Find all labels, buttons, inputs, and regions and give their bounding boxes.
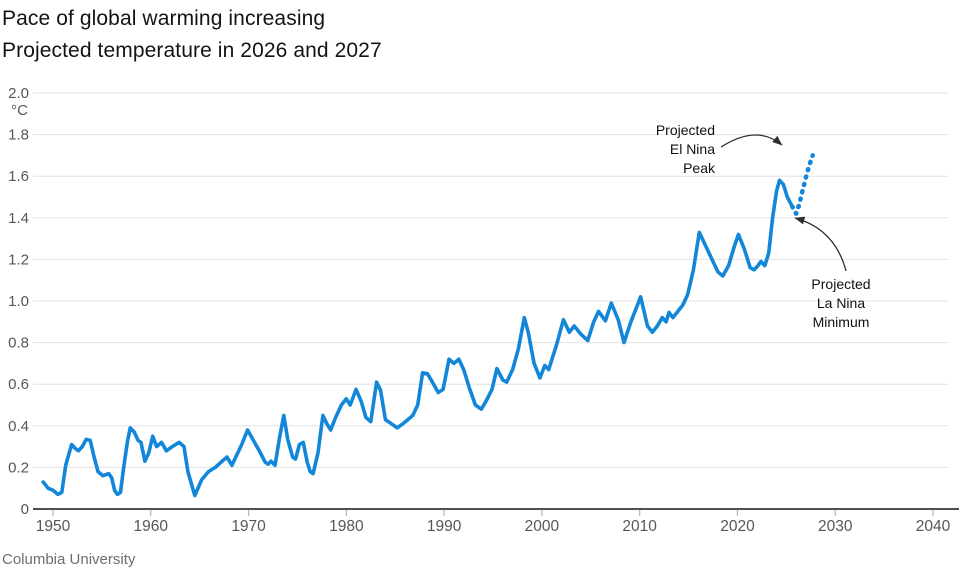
chart-title: Pace of global warming increasing [2,7,326,30]
y-tick-label: 0.8 [8,335,29,352]
la-nina-arrow [794,216,847,272]
y-tick-label: 0.6 [8,376,29,393]
x-tick-label: 1990 [427,518,462,535]
x-tick-label: 1970 [231,518,266,535]
y-tick-label: 1.2 [8,251,29,268]
series-observed-temperature [41,178,795,498]
axes: 0 0.2 0.4 0.6 0.8 1.0 1.2 1.4 1.6 1.8 2.0 1950 1960 1… [8,85,959,535]
y-tick-label: 1.4 [8,210,29,227]
x-tick-label: 2030 [818,518,853,535]
source-credit: Columbia University [2,551,136,568]
x-tick-label: 1950 [36,518,71,535]
y-tick-label: 1.0 [8,293,29,310]
y-tick-label: 1.8 [8,127,29,144]
y-tick-label: 0.2 [8,459,29,476]
x-tick-label: 2040 [916,518,951,535]
annotation-el-nina-peak: Projected El Nina Peak [655,122,715,176]
annotation-arrows [720,134,847,272]
el-nina-arrow [720,134,783,148]
y-tick-label: 1.6 [8,168,29,185]
y-tick-label: 0 [21,501,29,518]
annotation-la-nina-minimum: Projected La Nina Minimum [811,276,871,330]
x-tick-label: 1980 [329,518,364,535]
x-tick-label: 1960 [134,518,169,535]
x-tick-label: 2000 [525,518,560,535]
temperature-series [41,153,816,498]
y-axis-unit-label: °C [11,102,28,119]
chart-subtitle: Projected temperature in 2026 and 2027 [2,39,382,62]
x-tick-label: 2010 [622,518,657,535]
y-tick-label: 2.0 [8,85,29,102]
y-tick-label: 0.4 [8,418,29,435]
series-projected-temperature [789,153,816,216]
x-tick-label: 2020 [720,518,755,535]
